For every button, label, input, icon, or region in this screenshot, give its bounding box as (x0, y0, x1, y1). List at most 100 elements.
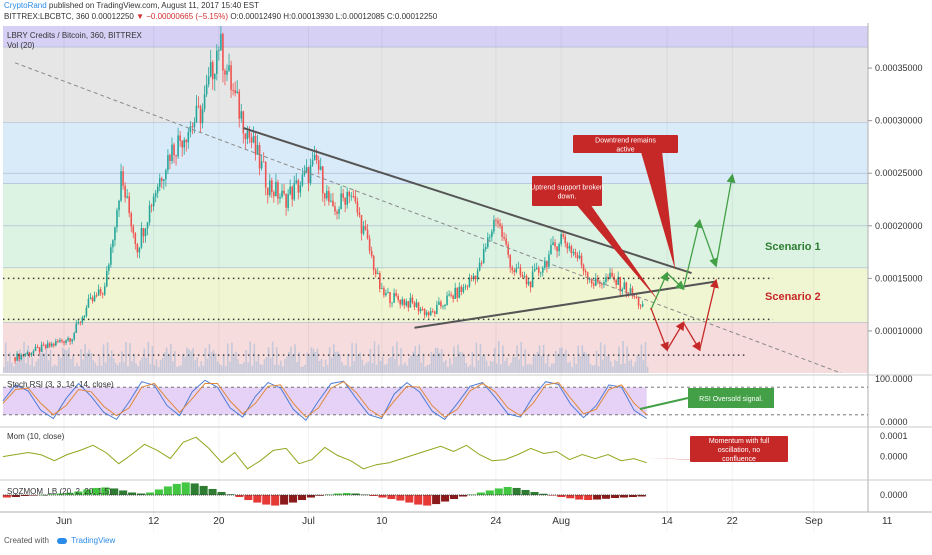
sqz-bar (271, 495, 280, 506)
volume-bar (251, 365, 254, 373)
volume-bar (646, 366, 649, 373)
last-price: 0.00012250 (91, 12, 134, 21)
candle-body (148, 205, 151, 223)
candle-body (560, 234, 562, 244)
volume-bar (506, 358, 508, 373)
candle-body (195, 105, 198, 123)
candle-body (199, 106, 202, 124)
volume-bar (516, 345, 518, 373)
volume-bar (127, 366, 129, 373)
candle-body (295, 180, 298, 183)
candle-body (175, 155, 177, 157)
volume-bar (614, 359, 616, 373)
volume-bar (553, 363, 555, 373)
candle-body (222, 33, 224, 71)
volume-bar (151, 346, 154, 373)
volume-bar (642, 360, 645, 373)
candle-body (44, 345, 47, 348)
volume-bar (296, 362, 298, 373)
volume-bar (98, 356, 101, 373)
volume-bar (178, 365, 180, 373)
volume-bar (597, 366, 600, 373)
volume-bar (59, 358, 62, 373)
candle-body (493, 219, 495, 232)
volume-bar (182, 353, 184, 373)
volume-bar (186, 347, 188, 373)
volume-bar (204, 348, 207, 373)
candle-body (458, 286, 461, 298)
volume-bar (632, 366, 635, 373)
candle-body (266, 187, 269, 196)
candle-body (588, 279, 591, 281)
candle-body (268, 180, 271, 196)
candle-body (354, 196, 357, 202)
candle-body (621, 289, 624, 292)
volume-bar (536, 351, 539, 373)
volume-bar (449, 358, 451, 373)
volume-bar (171, 361, 174, 373)
author-name[interactable]: CryptoRand (4, 1, 47, 10)
volume-bar (275, 347, 278, 373)
candle-body (242, 111, 245, 134)
volume-bar (345, 365, 347, 373)
candle-body (346, 191, 349, 205)
price-pane (3, 26, 868, 373)
candle-body (91, 297, 94, 302)
candle-body (307, 167, 310, 184)
candle-body (42, 344, 45, 346)
sqz-bar (181, 482, 190, 495)
volume-bar (461, 352, 463, 373)
volume-bar (569, 361, 571, 373)
candle-body (409, 297, 412, 308)
candle-body (252, 136, 255, 143)
candle-body (187, 131, 190, 143)
volume-bar (163, 352, 166, 373)
volume-bar (447, 366, 449, 373)
sqz-bar (369, 495, 378, 497)
candle-body (228, 65, 230, 71)
candle-body (114, 227, 116, 241)
sqz-bar (38, 494, 47, 496)
sqz-bar (512, 487, 521, 495)
volume-bar (322, 366, 325, 373)
candle-body (403, 299, 406, 306)
volume-bar (375, 364, 378, 373)
volume-bar (239, 364, 241, 373)
candle-body (230, 65, 232, 91)
volume-bar (373, 341, 376, 373)
volume-bar (412, 351, 415, 373)
volume-bar (341, 362, 343, 373)
volume-bar (548, 366, 551, 373)
volume-bar (434, 347, 437, 373)
candle-body (417, 302, 420, 312)
volume-bar (159, 360, 162, 373)
footer-brand[interactable]: TradingView (71, 536, 116, 545)
candle-body (218, 50, 220, 51)
volume-bar (51, 366, 54, 373)
candle-body (558, 243, 560, 252)
sqz-bar (467, 494, 476, 496)
candle-body (299, 185, 302, 193)
candle-body (201, 109, 204, 124)
candle-body (250, 137, 253, 143)
scenario-2-label: Scenario 2 (765, 291, 821, 303)
candle-body (73, 332, 75, 340)
main-chart-title: LBRY Credits / Bitcoin, 360, BITTREX (7, 31, 143, 40)
candle-body (301, 174, 304, 186)
volume-bar (330, 357, 333, 373)
sqz-bar (432, 495, 441, 505)
volume-bar (310, 347, 313, 373)
candle-body (586, 272, 589, 280)
candle-body (480, 262, 483, 264)
volume-bar (605, 356, 608, 373)
volume-bar (630, 359, 633, 373)
volume-bar (387, 358, 390, 373)
volume-bar (49, 350, 52, 373)
candle-body (515, 268, 518, 273)
candle-body (389, 291, 391, 304)
sqz-bar (548, 495, 557, 496)
candle-body (185, 139, 188, 143)
candle-body (167, 155, 169, 171)
sqz-bar (342, 492, 351, 495)
